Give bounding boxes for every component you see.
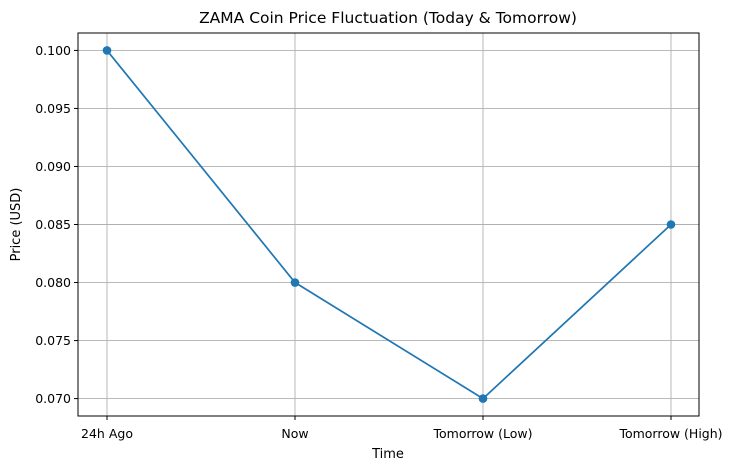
y-tick-label: 0.075 bbox=[35, 333, 71, 348]
x-axis-label: Time bbox=[371, 447, 404, 462]
plot-area-frame bbox=[77, 32, 700, 417]
y-tick-label: 0.080 bbox=[35, 275, 71, 290]
series-line bbox=[106, 49, 672, 400]
y-tick-label: 0.090 bbox=[35, 159, 71, 174]
x-tick-label: Tomorrow (High) bbox=[618, 426, 722, 441]
data-point-marker bbox=[102, 46, 112, 55]
data-point-marker bbox=[290, 278, 300, 287]
x-tick-label: 24h Ago bbox=[81, 426, 133, 441]
axis-ticks: 24h Ago Now Tomorrow (Low) Tomorrow (High) 0… bbox=[35, 43, 722, 441]
y-tick-label: 0.085 bbox=[35, 217, 71, 232]
x-tick-label: Tomorrow (Low) bbox=[433, 426, 533, 441]
chart-title: ZAMA Coin Price Fluctuation (Today & Tom… bbox=[199, 9, 577, 27]
data-point-marker bbox=[478, 394, 488, 403]
x-tick-label: Now bbox=[281, 426, 308, 441]
y-tick-label: 0.095 bbox=[35, 101, 71, 116]
y-tick-label: 0.100 bbox=[35, 43, 71, 58]
data-point-marker bbox=[666, 220, 676, 229]
series-group bbox=[102, 46, 676, 403]
y-tick-label: 0.070 bbox=[35, 391, 71, 406]
grid-lines bbox=[78, 33, 699, 416]
y-axis-label: Price (USD) bbox=[9, 188, 24, 262]
